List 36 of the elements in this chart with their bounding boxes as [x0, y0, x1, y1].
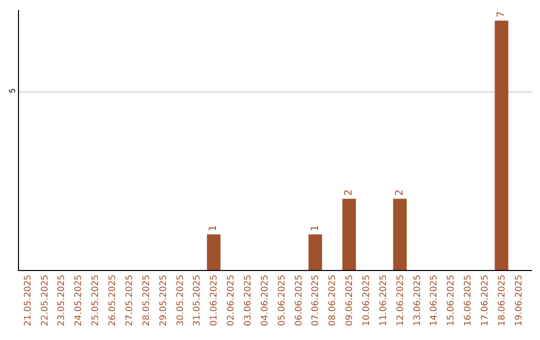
- x-tick-label: 28.05.2025: [142, 274, 152, 326]
- x-tick-label: 17.06.2025: [480, 274, 491, 326]
- x-tick-label: 27.05.2025: [124, 274, 135, 326]
- x-tick-label: 05.06.2025: [277, 274, 288, 326]
- x-tick-label: 23.05.2025: [57, 274, 68, 326]
- data-label: 7: [496, 11, 508, 18]
- data-label: 2: [344, 189, 355, 196]
- x-tick-label: 14.06.2025: [430, 274, 440, 326]
- x-tick-label: 29.05.2025: [158, 274, 169, 326]
- x-tick-label: 19.06.2025: [514, 274, 524, 326]
- data-label: 1: [310, 225, 321, 232]
- x-tick-label: 07.06.2025: [311, 274, 322, 326]
- x-tick-label: 30.05.2025: [176, 274, 186, 326]
- x-tick-label: 06.06.2025: [294, 274, 304, 326]
- x-tick-label: 09.06.2025: [345, 274, 356, 326]
- x-tick-label: 22.05.2025: [40, 274, 50, 326]
- x-tick-label: 02.06.2025: [226, 274, 237, 326]
- x-tick-label: 24.05.2025: [74, 274, 84, 326]
- data-label: 1: [208, 225, 220, 232]
- x-tick-label: 26.05.2025: [108, 274, 118, 326]
- x-tick-label: 15.06.2025: [446, 274, 457, 326]
- data-label: 2: [394, 189, 406, 196]
- x-tick-label: 18.06.2025: [497, 274, 508, 326]
- x-tick-label: 12.06.2025: [396, 274, 406, 326]
- x-tick-label: 11.06.2025: [378, 274, 389, 326]
- x-tick-label: 03.06.2025: [243, 274, 254, 326]
- y-tick-label: 5: [8, 88, 17, 94]
- x-tick-label: 10.06.2025: [362, 274, 372, 326]
- x-tick-label: 21.05.2025: [23, 274, 34, 326]
- x-tick-label: 13.06.2025: [412, 274, 423, 326]
- x-tick-label: 04.06.2025: [260, 274, 270, 326]
- x-tick-label: 31.05.2025: [192, 274, 203, 326]
- x-tick-label: 08.06.2025: [328, 274, 338, 326]
- x-tick-label: 16.06.2025: [464, 274, 474, 326]
- x-tick-label: 25.05.2025: [91, 274, 102, 326]
- x-tick-label: 01.06.2025: [210, 274, 220, 326]
